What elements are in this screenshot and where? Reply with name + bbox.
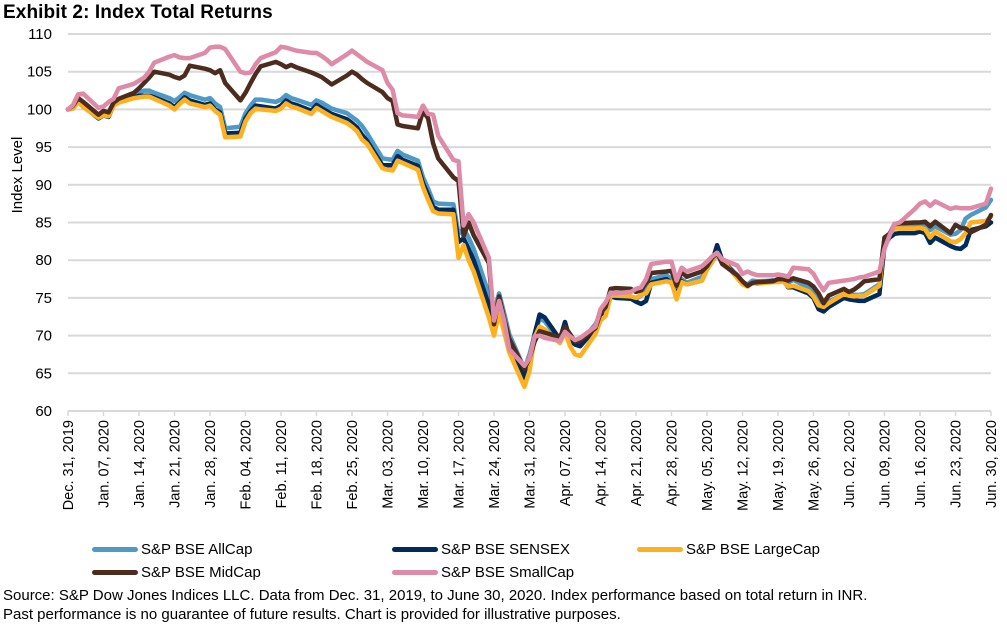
x-tick-label: Apr. 14, 2020	[594, 420, 610, 506]
legend-item-allcap: S&P BSE AllCap	[92, 541, 252, 558]
legend-label: S&P BSE AllCap	[141, 541, 253, 558]
x-tick-label: May. 26, 2020	[807, 420, 823, 511]
series-line-s-p-bse-smallcap	[65, 44, 994, 369]
x-tick-label: Feb. 25, 2020	[345, 420, 361, 510]
y-tick-label: 95	[35, 139, 52, 156]
x-tick-label: Mar. 31, 2020	[523, 420, 539, 509]
series-line-s-p-bse-largecap	[65, 94, 994, 390]
legend-swatch	[392, 547, 438, 552]
x-tick-label: Jun. 23, 2020	[949, 420, 965, 508]
x-tick-label: Jun. 09, 2020	[878, 420, 894, 508]
y-tick-label: 70	[35, 328, 52, 345]
x-tick-label: Mar. 10, 2020	[416, 420, 432, 509]
x-tick-label: Feb. 04, 2020	[239, 420, 255, 510]
legend-swatch	[392, 570, 438, 575]
y-tick-label: 80	[35, 252, 52, 269]
y-axis-label: Index Level	[9, 137, 26, 214]
legend-item-midcap: S&P BSE MidCap	[92, 564, 261, 581]
x-tick-label: May. 05, 2020	[700, 420, 716, 511]
x-tick-label: Apr. 07, 2020	[558, 420, 574, 506]
x-tick-label: Apr. 28, 2020	[665, 420, 681, 506]
x-tick-label: Jun. 16, 2020	[913, 420, 929, 508]
x-tick-label: Jan. 14, 2020	[132, 420, 148, 508]
y-tick-label: 60	[35, 403, 52, 420]
y-tick-label: 100	[27, 101, 52, 118]
source-line-1: Source: S&P Dow Jones Indices LLC. Data …	[3, 587, 868, 604]
legend-item-largecap: S&P BSE LargeCap	[637, 541, 820, 558]
legend-label: S&P BSE SmallCap	[441, 564, 575, 581]
x-tick-label: Jun. 30, 2020	[984, 420, 1000, 508]
legend-item-sensex: S&P BSE SENSEX	[392, 541, 570, 558]
x-tick-label: Jan. 07, 2020	[97, 420, 113, 508]
legend-label: S&P BSE MidCap	[141, 564, 261, 581]
line-chart: 60 65 70 75 80 85 90 95 100 105 110 Index Level De…	[9, 26, 1000, 511]
y-tick-label: 85	[35, 215, 52, 232]
legend-label: S&P BSE SENSEX	[441, 541, 570, 558]
x-tick-label: Feb. 18, 2020	[310, 420, 326, 510]
x-tick-label: Feb. 11, 2020	[274, 420, 290, 508]
x-tick-label: Mar. 17, 2020	[452, 420, 468, 509]
legend-swatch	[637, 547, 683, 552]
y-tick-label: 90	[35, 177, 52, 194]
y-tick-label: 105	[27, 64, 52, 81]
x-tick-label: Mar. 03, 2020	[381, 420, 397, 509]
x-tick-label: Apr. 21, 2020	[629, 420, 645, 506]
x-tick-label: Jan. 21, 2020	[168, 420, 184, 508]
series-lines	[65, 44, 994, 390]
legend-swatch	[92, 570, 138, 575]
x-tick-label: Jun. 02, 2020	[842, 420, 858, 508]
y-axis-ticks: 60 65 70 75 80 85 90 95 100 105 110	[27, 26, 52, 420]
legend-label: S&P BSE LargeCap	[686, 541, 820, 558]
legend-item-smallcap: S&P BSE SmallCap	[392, 564, 574, 581]
y-tick-label: 65	[35, 365, 52, 382]
x-axis: Dec. 31, 2019 Jan. 07, 2020 Jan. 14, 2020 J…	[61, 411, 1000, 511]
series-line-s-p-bse-allcap	[65, 88, 994, 372]
source-line-2: Past performance is no guarantee of futu…	[3, 606, 621, 623]
x-tick-label: Mar. 24, 2020	[487, 420, 503, 509]
x-tick-label: May. 12, 2020	[736, 420, 752, 511]
source-note: Source: S&P Dow Jones Indices LLC. Data …	[3, 586, 1007, 624]
y-tick-label: 110	[28, 26, 52, 43]
x-tick-label: Dec. 31, 2019	[61, 420, 77, 510]
x-tick-label: Jan. 28, 2020	[203, 420, 219, 508]
chart-title: Exhibit 2: Index Total Returns	[3, 2, 273, 23]
legend-swatch	[92, 547, 138, 552]
x-tick-label: May. 19, 2020	[771, 420, 787, 511]
y-tick-label: 75	[35, 290, 52, 307]
